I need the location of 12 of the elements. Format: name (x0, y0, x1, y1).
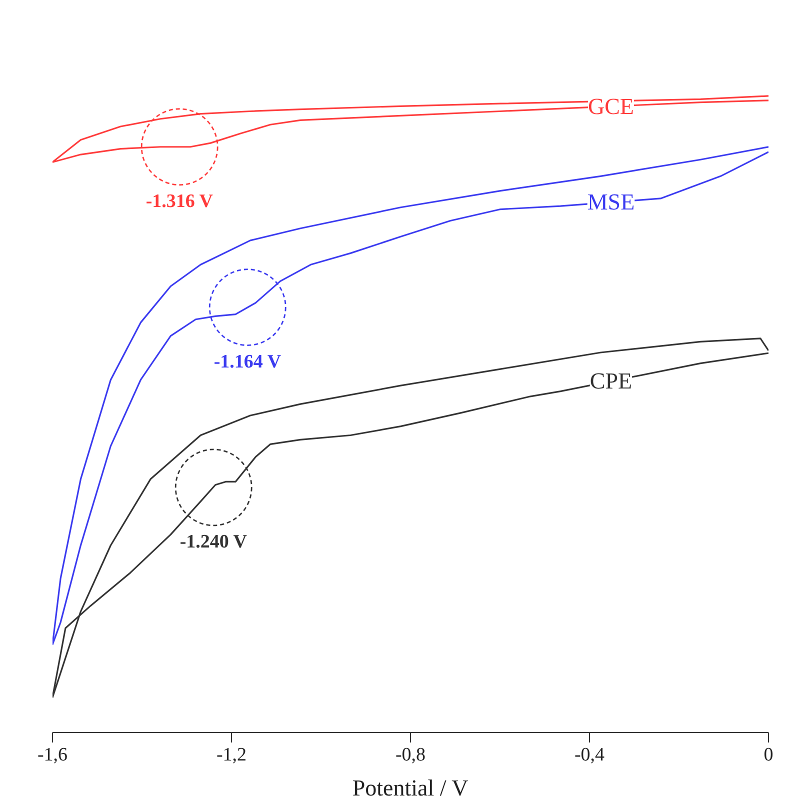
x-tick-label: -0,8 (395, 744, 426, 766)
annotation: -1.316 V (146, 190, 214, 212)
series-label: CPE (590, 368, 632, 394)
x-axis-title: Potential / V (352, 776, 469, 800)
x-tick-label: -1,2 (216, 744, 247, 766)
series-label: MSE (587, 190, 635, 215)
x-tick-label: -1,6 (37, 744, 68, 766)
annotation: -1.240 V (180, 531, 248, 552)
x-tick-label: -0,4 (574, 744, 606, 766)
annotation: -1.164 V (214, 351, 282, 372)
series-label: GCE (588, 94, 634, 119)
x-tick-label: 0 (764, 744, 774, 766)
